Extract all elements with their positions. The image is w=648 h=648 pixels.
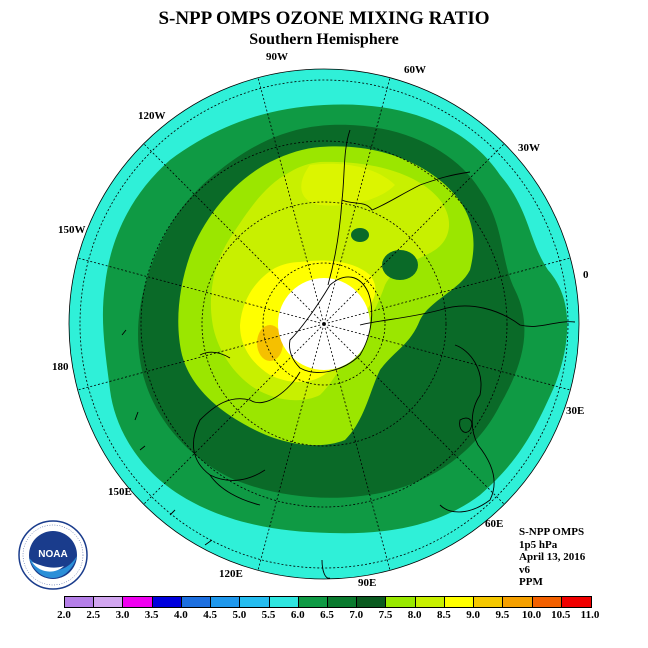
lon-label-90w: 90W — [266, 51, 288, 63]
colorbar-swatch — [181, 597, 212, 607]
meridian-line — [139, 323, 325, 509]
colorbar-tick-label: 9.5 — [495, 609, 510, 621]
lon-label-30e: 30E — [566, 405, 584, 417]
colorbar-swatch — [298, 597, 328, 607]
lon-label-0: 0 — [583, 269, 589, 281]
info-block: S-NPP OMPS 1p5 hPa April 13, 2016 v6 PPM — [519, 526, 585, 589]
coastlines — [121, 129, 576, 579]
colorbar-tick-label: 7.5 — [378, 609, 393, 621]
colorbar-swatch — [532, 597, 562, 607]
noaa-logo: NOAA — [18, 520, 88, 590]
field-low-island-2 — [351, 228, 369, 242]
colorbar-tick-label: 3.5 — [144, 609, 159, 621]
info-date: April 13, 2016 — [519, 551, 586, 563]
lon-label-60w: 60W — [404, 64, 426, 76]
colorbar-tick-label: 6.5 — [320, 609, 334, 621]
colorbar-swatch — [211, 597, 241, 607]
meridian-line — [72, 323, 325, 392]
lon-label-150w: 150W — [58, 224, 86, 236]
colorbar-tick-label: 4.5 — [203, 609, 217, 621]
colorbar-tick-label: 6.0 — [290, 609, 305, 621]
colorbar-tick-label: 4.0 — [174, 609, 188, 621]
logo-text: NOAA — [38, 549, 67, 560]
colorbar-swatch — [327, 597, 358, 607]
colorbar-tick-label: 10.5 — [551, 609, 571, 621]
colorbar-tick-label: 7.0 — [349, 609, 364, 621]
lon-label-150e: 150E — [108, 486, 132, 498]
meridian-line — [72, 256, 325, 325]
colorbar-swatch — [357, 597, 387, 607]
colorbar-swatch — [269, 597, 299, 607]
colorbar-tick-label: 8.5 — [437, 609, 451, 621]
meridian-line — [256, 323, 325, 576]
meridian-line — [139, 139, 325, 325]
colorbar-swatch — [415, 597, 445, 607]
colorbar-swatch — [123, 597, 153, 607]
colorbar-tick-label: 5.0 — [232, 609, 247, 621]
colorbar-swatch — [386, 597, 416, 607]
colorbar-swatch — [474, 597, 504, 607]
meridian-line — [323, 323, 509, 509]
colorbar-swatch — [503, 597, 533, 607]
colorbar-swatch — [240, 597, 270, 607]
colorbar-swatch — [94, 597, 124, 607]
colorbar-tick-label: 9.0 — [466, 609, 480, 621]
meridian-line — [323, 139, 509, 325]
colorbar-swatch — [152, 597, 182, 607]
colorbar — [64, 596, 592, 608]
lon-label-30w: 30W — [518, 142, 540, 154]
lon-label-180: 180 — [52, 361, 69, 373]
colorbar-tick-label: 2.5 — [86, 609, 101, 621]
colorbar-tick-label: 10.0 — [521, 609, 542, 621]
colorbar-swatch — [561, 597, 591, 607]
colorbar-tick-label: 3.0 — [115, 609, 130, 621]
colorbar-swatch — [444, 597, 475, 607]
colorbar-tick-label: 5.5 — [261, 609, 276, 621]
lon-label-120e: 120E — [219, 568, 243, 580]
info-instrument: S-NPP OMPS — [519, 526, 585, 538]
meridian-line — [323, 323, 576, 392]
chart-subtitle: Southern Hemisphere — [249, 31, 399, 48]
lon-label-120w: 120W — [138, 110, 166, 122]
lon-label-90e: 90E — [358, 577, 376, 589]
longitude-labels: 90W 60W 30W 0 30E 60E 90E 120E 150E 180 … — [52, 51, 589, 589]
lon-label-60e: 60E — [485, 518, 503, 530]
meridian-line — [323, 256, 576, 325]
info-level: 1p5 hPa — [519, 538, 558, 551]
info-version: v6 — [519, 563, 530, 576]
chart-title: S-NPP OMPS OZONE MIXING RATIO — [158, 8, 490, 29]
colorbar-labels: 2.0 2.5 3.0 3.5 4.0 4.5 5.0 5.5 6.0 6.5 7.0 7.5 8.0 8… — [57, 609, 599, 623]
colorbar-tick-label: 11.0 — [580, 609, 600, 621]
field-inner-yellowgreen — [301, 163, 395, 206]
colorbar-swatch — [65, 597, 95, 607]
field-low-island-1 — [382, 250, 418, 280]
colorbar-tick-label: 2.0 — [57, 609, 71, 621]
info-units: PPM — [519, 576, 543, 588]
graticule — [72, 72, 576, 576]
meridian-line — [323, 72, 392, 325]
meridian-line — [323, 323, 392, 576]
colorbar-tick-label: 8.0 — [407, 609, 422, 621]
meridian-line — [256, 72, 325, 325]
